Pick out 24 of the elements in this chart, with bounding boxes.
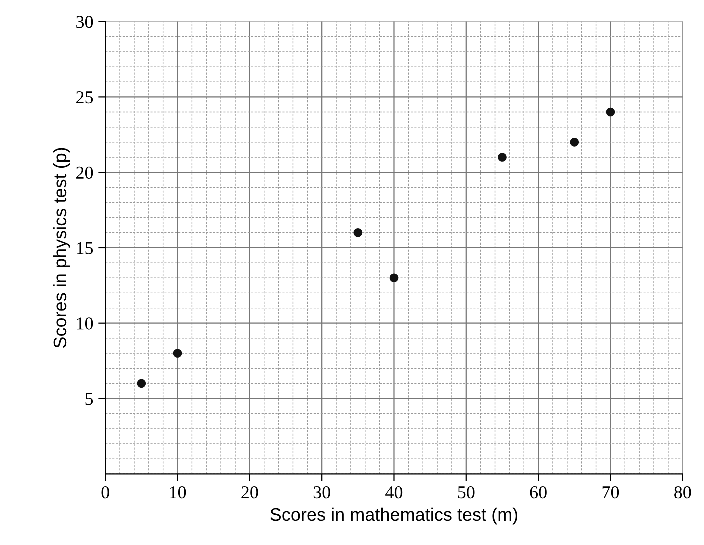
y-tick-label: 10 <box>77 318 94 330</box>
x-axis-title: Scores in mathematics test (m) <box>270 508 518 525</box>
x-tick-label: 50 <box>458 486 475 499</box>
x-tick-label: 40 <box>386 486 403 499</box>
x-tick-label: 80 <box>674 486 692 499</box>
y-tick-label: 20 <box>76 166 94 180</box>
point <box>606 108 616 117</box>
y-tick-label: 5 <box>86 393 94 406</box>
y-tick-label: 25 <box>76 92 94 104</box>
point <box>390 274 399 283</box>
y-tick-label: 30 <box>76 16 94 28</box>
x-tick-label: 20 <box>242 486 258 499</box>
x-tick-label: 60 <box>530 486 547 499</box>
y-axis-title: Scores in physics test (p) <box>53 148 70 348</box>
x-tick-label: 0 <box>102 486 110 499</box>
point <box>570 138 580 147</box>
x-tick-label: 70 <box>602 486 620 499</box>
x-tick-label: 30 <box>314 486 330 499</box>
point <box>173 349 182 358</box>
x-tick-label: 10 <box>170 486 186 499</box>
y-tick-label: 15 <box>77 242 94 254</box>
point <box>137 379 146 388</box>
point <box>354 228 363 238</box>
point <box>498 153 507 162</box>
